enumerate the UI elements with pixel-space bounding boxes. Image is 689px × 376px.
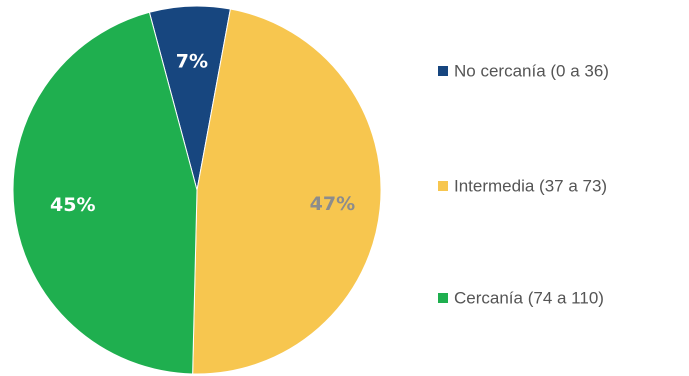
legend-swatch <box>438 66 448 76</box>
slice-value-label: 7% <box>176 50 208 72</box>
legend-swatch <box>438 181 448 191</box>
legend-label: Cercanía (74 a 110) <box>454 289 604 308</box>
slice-value-label: 47% <box>310 193 355 215</box>
legend-item: Intermedia (37 a 73) <box>438 177 607 196</box>
slice-value-label: 45% <box>50 194 95 216</box>
pie-slices <box>12 5 382 375</box>
legend-swatch <box>438 293 448 303</box>
pie-slice <box>12 11 198 375</box>
legend-label: No cercanía (0 a 36) <box>454 62 609 81</box>
pie-slice-labels: 7% 47% 45% <box>50 50 355 216</box>
pie-slice <box>192 8 382 375</box>
legend-item: No cercanía (0 a 36) <box>438 62 609 81</box>
legend-item: Cercanía (74 a 110) <box>438 289 604 308</box>
legend: No cercanía (0 a 36) Intermedia (37 a 73)… <box>438 62 609 308</box>
legend-label: Intermedia (37 a 73) <box>454 177 607 196</box>
